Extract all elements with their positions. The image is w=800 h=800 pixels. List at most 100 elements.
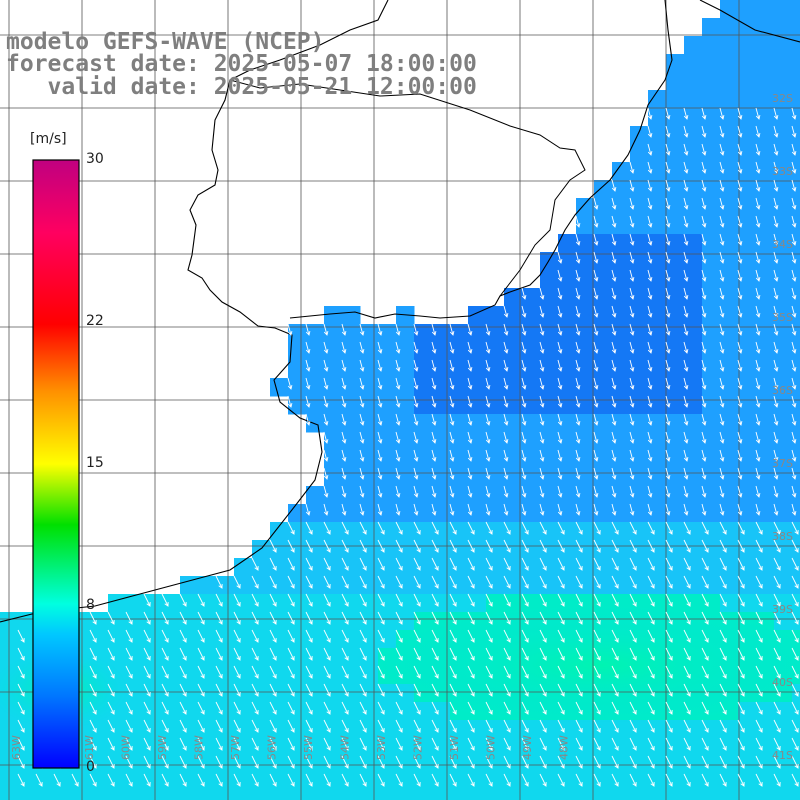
wind-arrow: [323, 467, 329, 480]
ocean-cell: [234, 684, 253, 703]
wind-arrow: [485, 431, 491, 444]
ocean-cell: [342, 720, 361, 739]
wind-arrow: [647, 557, 655, 571]
wind-arrow: [665, 593, 673, 607]
ocean-cell: [270, 774, 289, 793]
wind-arrow: [773, 233, 779, 246]
ocean-cell: [684, 378, 703, 397]
wind-arrow: [665, 287, 671, 300]
wind-arrow: [503, 341, 509, 354]
ocean-cell: [486, 432, 505, 451]
ocean-cell: [684, 342, 703, 361]
ocean-cell: [720, 324, 739, 343]
wind-arrow: [755, 611, 763, 625]
ocean-cell: [126, 630, 145, 649]
ocean-cell: [648, 522, 667, 541]
wind-arrow: [161, 737, 169, 751]
ocean-cell: [702, 306, 721, 325]
ocean-cell: [558, 396, 577, 415]
ocean-cell: [720, 144, 739, 163]
wind-arrow: [179, 701, 187, 715]
ocean-cell: [720, 0, 739, 19]
lat-label: 33S: [772, 165, 793, 178]
wind-arrow: [683, 269, 689, 282]
wind-arrow: [791, 197, 797, 210]
wind-arrow: [629, 467, 635, 480]
ocean-cell: [432, 360, 451, 379]
ocean-cell: [666, 288, 685, 307]
wind-arrow: [575, 269, 581, 282]
ocean-cell: [378, 486, 397, 505]
ocean-cell: [702, 414, 721, 433]
ocean-cell: [378, 396, 397, 415]
ocean-cell: [684, 792, 703, 800]
ocean-cell: [432, 378, 451, 397]
wind-arrow: [179, 773, 187, 787]
ocean-cell: [540, 324, 559, 343]
wind-arrow: [719, 269, 725, 282]
wind-arrow: [161, 683, 169, 697]
wind-arrow: [521, 341, 527, 354]
ocean-cell: [306, 486, 325, 505]
ocean-cell: [648, 126, 667, 145]
wind-arrow: [701, 197, 707, 210]
wind-arrow: [755, 179, 761, 192]
wind-arrow: [737, 467, 743, 480]
ocean-cell: [432, 594, 451, 613]
ocean-cell: [648, 234, 667, 253]
wind-arrow: [233, 575, 241, 589]
wind-arrow: [431, 737, 439, 751]
wind-arrow: [773, 179, 779, 192]
wind-arrow: [737, 251, 743, 264]
ocean-cell: [54, 792, 73, 800]
wind-arrow: [593, 755, 601, 769]
ocean-cell: [486, 540, 505, 559]
wind-arrow: [539, 629, 547, 643]
wind-arrow: [593, 215, 599, 228]
wind-arrow: [449, 485, 455, 498]
wind-arrow: [287, 737, 295, 751]
wind-arrow: [503, 539, 511, 553]
wind-arrow: [521, 305, 527, 318]
ocean-cell: [144, 684, 163, 703]
wind-arrow: [647, 287, 653, 300]
wind-arrow: [629, 197, 635, 210]
ocean-cell: [702, 558, 721, 577]
ocean-cell: [486, 396, 505, 415]
wind-arrow: [665, 359, 671, 372]
wind-arrow: [503, 701, 511, 715]
ocean-cell: [504, 486, 523, 505]
wind-arrow: [215, 737, 223, 751]
ocean-cell: [630, 306, 649, 325]
ocean-cell: [342, 522, 361, 541]
wind-arrow: [179, 719, 187, 733]
wind-arrow: [503, 467, 509, 480]
wind-arrow: [305, 737, 313, 751]
wind-arrow: [773, 629, 781, 643]
ocean-cell: [306, 414, 325, 433]
wind-arrow: [629, 431, 635, 444]
wind-arrow: [341, 503, 347, 516]
ocean-cell: [162, 774, 181, 793]
ocean-cell: [324, 306, 343, 325]
wind-arrow: [701, 683, 709, 697]
wind-arrow: [377, 431, 383, 444]
wind-arrow: [773, 107, 779, 120]
wind-arrow: [719, 755, 727, 769]
ocean-cell: [594, 738, 613, 757]
wind-arrow: [557, 575, 565, 589]
lon-label: 53W: [375, 735, 388, 760]
wind-arrow: [71, 773, 79, 787]
ocean-cell: [108, 774, 127, 793]
ocean-cell: [630, 558, 649, 577]
wind-arrow: [575, 467, 581, 480]
wind-arrow: [665, 305, 671, 318]
wind-arrow: [107, 737, 115, 751]
wind-arrow: [611, 233, 617, 246]
ocean-cell: [756, 144, 775, 163]
ocean-cell: [666, 108, 685, 127]
wind-arrow: [413, 557, 421, 571]
wind-arrow: [395, 539, 403, 553]
wind-arrow: [719, 503, 725, 516]
